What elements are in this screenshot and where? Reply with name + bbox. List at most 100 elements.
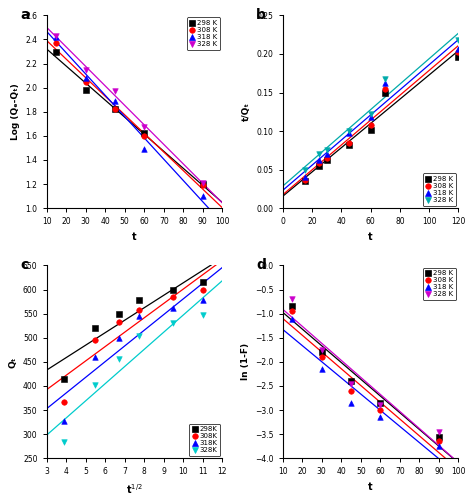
Y-axis label: Log (Qₑ-Qₜ): Log (Qₑ-Qₜ) (11, 83, 20, 140)
Point (91, 381, 99, 389)
Point (82, 66, 90, 74)
Point (382, 75, 389, 83)
Point (367, 125, 374, 134)
Point (111, 105, 118, 113)
Point (323, 156, 330, 164)
Point (199, 286, 207, 294)
Point (115, 334, 123, 342)
Point (435, 442, 443, 450)
Point (136, 312, 143, 320)
X-axis label: t$^{1/2}$: t$^{1/2}$ (126, 482, 143, 495)
Point (53, 47, 60, 55)
Point (289, 302, 296, 310)
Y-axis label: ln (1-F): ln (1-F) (241, 343, 250, 381)
Point (301, 173, 309, 181)
Point (199, 180, 207, 188)
Point (111, 87, 118, 95)
Point (111, 97, 118, 105)
Point (376, 401, 384, 409)
Point (367, 110, 374, 118)
Point (367, 121, 374, 129)
Point (323, 154, 330, 162)
Point (170, 320, 177, 328)
Point (82, 74, 90, 82)
Point (170, 293, 177, 301)
Point (53, 33, 60, 41)
Point (316, 150, 323, 158)
Point (455, 36, 462, 44)
Point (316, 159, 323, 167)
Legend: 298K, 308K, 318K, 328K: 298K, 308K, 318K, 328K (189, 423, 220, 456)
Point (140, 132, 148, 140)
Point (140, 130, 148, 138)
Legend: 298 K, 308 K, 318 K, 328 K: 298 K, 308 K, 318 K, 328 K (423, 173, 456, 206)
Point (115, 318, 123, 326)
Point (60, 417, 67, 425)
Point (347, 380, 355, 388)
Point (382, 79, 389, 87)
Legend: 298 K, 308 K, 318 K, 328 K: 298 K, 308 K, 318 K, 328 K (187, 18, 220, 50)
Point (455, 53, 462, 61)
Point (316, 162, 323, 170)
Point (367, 113, 374, 121)
Point (318, 346, 326, 354)
X-axis label: t: t (368, 232, 373, 242)
Point (345, 130, 352, 138)
Point (170, 286, 177, 294)
Point (301, 166, 309, 174)
Point (323, 150, 330, 158)
Point (345, 127, 352, 135)
Point (115, 309, 123, 318)
Point (136, 306, 143, 314)
Point (376, 399, 384, 407)
Point (345, 141, 352, 149)
Point (301, 175, 309, 183)
Point (91, 324, 99, 332)
Point (136, 296, 143, 304)
Text: a: a (20, 8, 30, 22)
Point (347, 387, 355, 395)
Point (289, 314, 296, 323)
Point (60, 374, 67, 383)
Point (345, 139, 352, 147)
Point (140, 123, 148, 132)
Point (199, 278, 207, 286)
Point (347, 399, 355, 407)
Point (199, 310, 207, 319)
Point (53, 32, 60, 40)
Point (60, 398, 67, 406)
Point (111, 105, 118, 113)
Point (170, 304, 177, 312)
Point (455, 48, 462, 56)
Point (91, 353, 99, 361)
Y-axis label: t/Qₜ: t/Qₜ (242, 102, 251, 121)
Point (318, 353, 326, 361)
Point (60, 438, 67, 447)
Point (318, 365, 326, 373)
Point (199, 296, 207, 304)
Legend: 298 K, 308 K, 318 K, 328 K: 298 K, 308 K, 318 K, 328 K (423, 268, 456, 300)
Text: c: c (20, 258, 28, 272)
Point (435, 432, 443, 440)
Point (435, 437, 443, 446)
Point (289, 295, 296, 303)
Text: b: b (256, 8, 266, 22)
Point (140, 145, 148, 153)
Point (382, 85, 389, 93)
Point (82, 86, 90, 94)
Point (199, 181, 207, 190)
X-axis label: t: t (132, 232, 137, 242)
Point (115, 354, 123, 362)
Point (376, 406, 384, 414)
Point (323, 146, 330, 154)
Point (289, 307, 296, 316)
Y-axis label: Qₜ: Qₜ (9, 356, 18, 367)
Point (199, 179, 207, 187)
Point (316, 156, 323, 164)
Text: d: d (256, 258, 266, 272)
Point (301, 177, 309, 185)
Point (136, 332, 143, 340)
Point (435, 428, 443, 436)
Point (382, 89, 389, 97)
Point (455, 44, 462, 52)
